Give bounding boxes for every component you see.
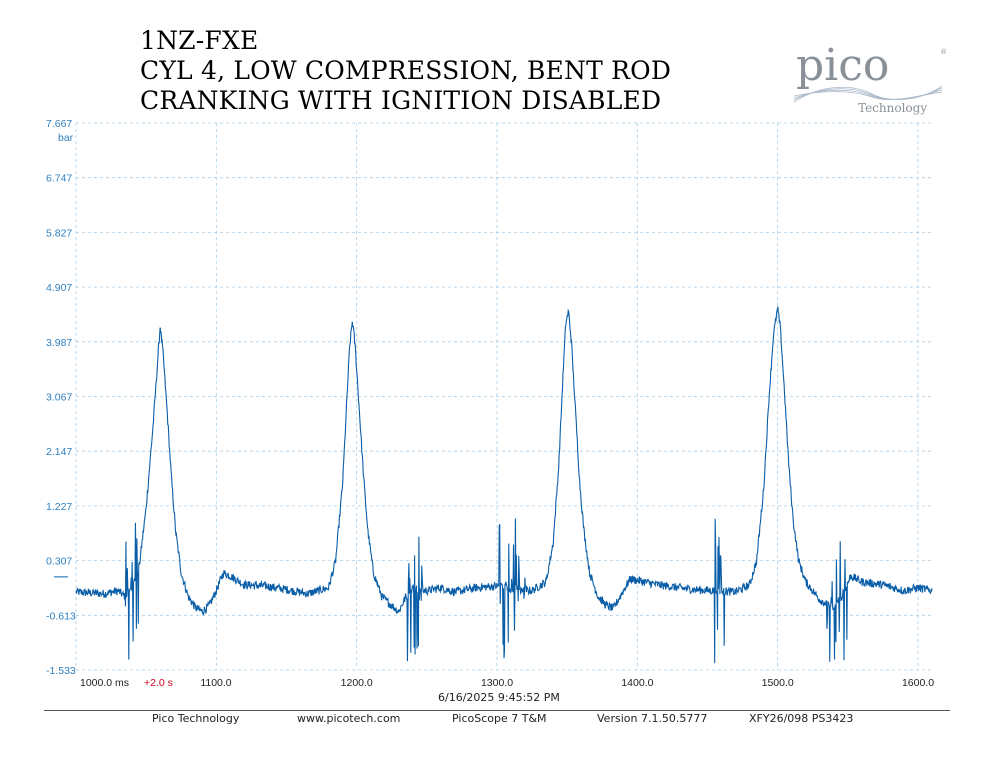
footer-website[interactable]: www.picotech.com <box>297 712 401 725</box>
y-tick-label: 4.907 <box>46 282 72 294</box>
y-tick-label: 6.747 <box>46 173 72 185</box>
capture-timestamp: 6/16/2025 9:45:52 PM <box>438 691 560 704</box>
logo-registered-mark: ® <box>940 48 947 56</box>
logo-tagline: Technology <box>858 101 927 115</box>
y-axis: 7.667 6.747 5.827 4.907 3.987 3.067 2.147 1.227… <box>46 118 76 677</box>
footer-version: Version 7.1.50.5777 <box>597 712 708 725</box>
pico-technology-logo: pico ® Technology <box>793 40 947 115</box>
y-tick-label: 0.307 <box>46 556 72 568</box>
footer-device: XFY26/098 PS3423 <box>749 712 854 725</box>
chart-grid <box>75 122 932 671</box>
y-tick-label: 2.147 <box>46 446 72 458</box>
logo-wave-lines <box>793 85 943 103</box>
footer: Pico Technology www.picotech.com PicoSco… <box>0 712 985 728</box>
footer-company: Pico Technology <box>152 712 240 725</box>
x-tick-label: 1200.0 <box>341 677 373 689</box>
y-tick-label: 3.067 <box>46 392 72 404</box>
y-tick-label: 5.827 <box>46 227 72 239</box>
footer-product: PicoScope 7 T&M <box>452 712 547 725</box>
y-tick-label: 7.667 <box>46 118 72 130</box>
title-line-condition: CYL 4, LOW COMPRESSION, BENT ROD <box>140 56 672 85</box>
footer-divider <box>44 710 950 711</box>
x-axis: 1000.0 ms 1100.0 1200.0 1300.0 1400.0 1500.0 1… <box>80 677 934 689</box>
x-tick-label: 1500.0 <box>762 677 794 689</box>
y-tick-label: -0.613 <box>46 610 76 622</box>
x-tick-label: 1400.0 <box>621 677 653 689</box>
logo-wordmark: pico <box>796 40 889 91</box>
x-tick-label: 1300.0 <box>481 677 513 689</box>
x-tick-label: 1600.0 <box>902 677 934 689</box>
x-offset-label: +2.0 s <box>144 677 173 689</box>
y-tick-label: 1.227 <box>46 501 72 513</box>
y-axis-unit-label: bar <box>58 132 74 144</box>
pressure-trace-line <box>75 306 933 664</box>
y-tick-label: 3.987 <box>46 337 72 349</box>
title-line-engine: 1NZ-FXE <box>140 26 259 55</box>
title-line-mode: CRANKING WITH IGNITION DISABLED <box>140 86 662 115</box>
x-tick-label: 1000.0 ms <box>80 677 129 689</box>
chart-title: 1NZ-FXE CYL 4, LOW COMPRESSION, BENT ROD… <box>140 26 671 116</box>
y-tick-label: -1.533 <box>46 665 76 677</box>
x-tick-label: 1100.0 <box>200 677 231 689</box>
